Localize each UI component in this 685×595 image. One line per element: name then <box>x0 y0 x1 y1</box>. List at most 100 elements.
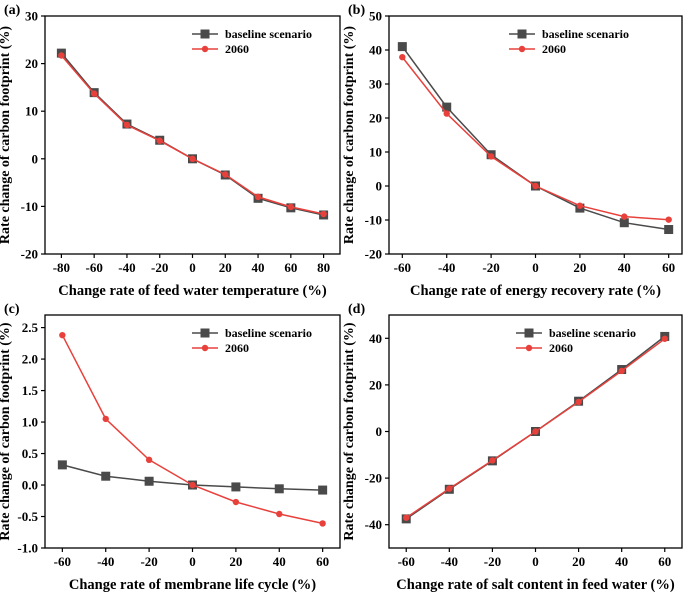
data-point-2060 <box>320 210 327 218</box>
legend-marker-circle <box>518 45 526 53</box>
x-tick-label: -40 <box>441 554 458 569</box>
panel-label: (c) <box>4 302 20 317</box>
x-tick-label: -60 <box>54 554 71 569</box>
panel-label: (d) <box>348 302 365 317</box>
data-point-baseline <box>397 42 407 52</box>
x-tick-label: -20 <box>484 554 501 569</box>
chart-panel-d: -60 -40 -20 0 20 40 60 -40 -20 0 20 40 Change rate o… <box>342 302 683 593</box>
y-tick-label: -10 <box>365 213 382 228</box>
y-tick-label: -1.0 <box>17 541 38 556</box>
x-tick-label: 40 <box>618 260 631 275</box>
series-line-2060 <box>61 334 323 525</box>
legend-label: baseline scenario <box>225 326 312 340</box>
legend-marker-square <box>524 328 534 338</box>
y-tick-label: 20 <box>25 56 38 71</box>
data-point-baseline <box>619 218 629 228</box>
x-tick-label: 60 <box>658 554 671 569</box>
data-point-baseline <box>144 476 154 486</box>
series-line-2060 <box>60 55 324 215</box>
y-tick-label: 1.5 <box>22 383 39 398</box>
data-point-baseline <box>231 482 241 492</box>
data-point-2060 <box>156 137 163 144</box>
x-tick-label: 0 <box>532 260 539 275</box>
x-axis-label: Change rate of salt content in feed wate… <box>396 577 675 593</box>
data-point-2060 <box>665 216 672 223</box>
panel-label: (a) <box>4 3 21 18</box>
data-point-2060 <box>487 153 495 160</box>
data-point-2060 <box>232 498 240 506</box>
y-tick-label: 40 <box>369 331 382 346</box>
y-tick-label: 1.0 <box>22 415 38 430</box>
data-point-2060 <box>145 456 153 464</box>
data-point-2060 <box>59 331 66 339</box>
x-axis-label: Change rate of feed water temperature (%… <box>58 283 327 299</box>
data-point-2060 <box>621 213 628 220</box>
data-point-2060 <box>287 203 295 211</box>
data-point-2060 <box>189 155 196 162</box>
data-point-2060 <box>532 182 539 190</box>
y-tick-label: -0.5 <box>17 509 38 524</box>
x-tick-label: 0 <box>532 554 539 569</box>
legend-label: 2060 <box>542 42 566 56</box>
y-tick-label: -20 <box>21 247 38 262</box>
y-axis-label: Rate change of carbon footprint (%) <box>342 26 357 244</box>
data-point-2060 <box>576 202 584 209</box>
legend-label: 2060 <box>549 341 573 355</box>
legend-label: 2060 <box>225 341 249 355</box>
x-tick-label: 0 <box>189 554 196 569</box>
x-axis-label: Change rate of energy recovery rate (%) <box>410 283 661 299</box>
data-point-2060 <box>443 110 450 117</box>
y-tick-label: 0 <box>376 179 383 194</box>
data-point-baseline <box>318 485 328 495</box>
legend-marker-circle <box>201 344 209 352</box>
legend-label: baseline scenario <box>549 326 636 340</box>
y-tick-label: 40 <box>369 43 382 58</box>
x-tick-label: 40 <box>273 554 286 569</box>
y-tick-label: 30 <box>369 77 382 92</box>
data-point-2060 <box>399 53 406 61</box>
y-tick-label: -10 <box>21 199 38 214</box>
x-tick-label: 0 <box>189 260 196 275</box>
legend-marker-circle <box>201 45 209 53</box>
y-tick-label: 10 <box>25 104 38 119</box>
data-point-2060 <box>58 52 65 59</box>
x-tick-label: -60 <box>398 554 415 569</box>
x-tick-label: -60 <box>85 260 102 275</box>
x-tick-label: -20 <box>151 260 168 275</box>
x-tick-label: 60 <box>662 260 675 275</box>
y-tick-label: 10 <box>369 145 382 160</box>
y-tick-label: 30 <box>25 9 38 24</box>
y-axis-label: Rate change of carbon footprint (%) <box>0 26 13 244</box>
x-tick-label: 60 <box>316 554 329 569</box>
legend-marker-square <box>200 328 210 338</box>
y-tick-label: -20 <box>365 247 382 262</box>
data-point-baseline <box>664 225 674 235</box>
x-tick-label: -40 <box>118 260 135 275</box>
legend-label: baseline scenario <box>542 27 629 41</box>
data-point-2060 <box>123 121 131 129</box>
legend-label: 2060 <box>225 42 249 56</box>
plot-frame <box>44 314 341 549</box>
y-tick-label: 2.0 <box>22 352 38 367</box>
y-tick-label: 0.5 <box>22 446 39 461</box>
x-tick-label: 20 <box>572 554 585 569</box>
legend-marker-square <box>517 29 527 39</box>
chart-panel-b: -60 -40 -20 0 20 40 60 -20 -10 0 10 20 30 40 50 Change … <box>342 3 683 299</box>
data-point-2060 <box>319 520 326 527</box>
data-point-2060 <box>403 514 410 521</box>
y-tick-label: 0.0 <box>22 478 38 493</box>
series-line-2060 <box>401 56 669 221</box>
chart-panel-a: -80 -60 -40 -20 0 20 40 60 80 -20 -10 0 10 20 30 Change… <box>0 3 341 299</box>
x-tick-label: -40 <box>97 554 114 569</box>
y-axis-label: Rate change of carbon footprint (%) <box>0 322 13 540</box>
x-tick-label: 20 <box>229 554 242 569</box>
x-tick-label: 60 <box>284 260 297 275</box>
y-tick-label: -20 <box>365 471 382 486</box>
legend-label: baseline scenario <box>225 27 312 41</box>
y-tick-label: 0 <box>376 424 383 439</box>
